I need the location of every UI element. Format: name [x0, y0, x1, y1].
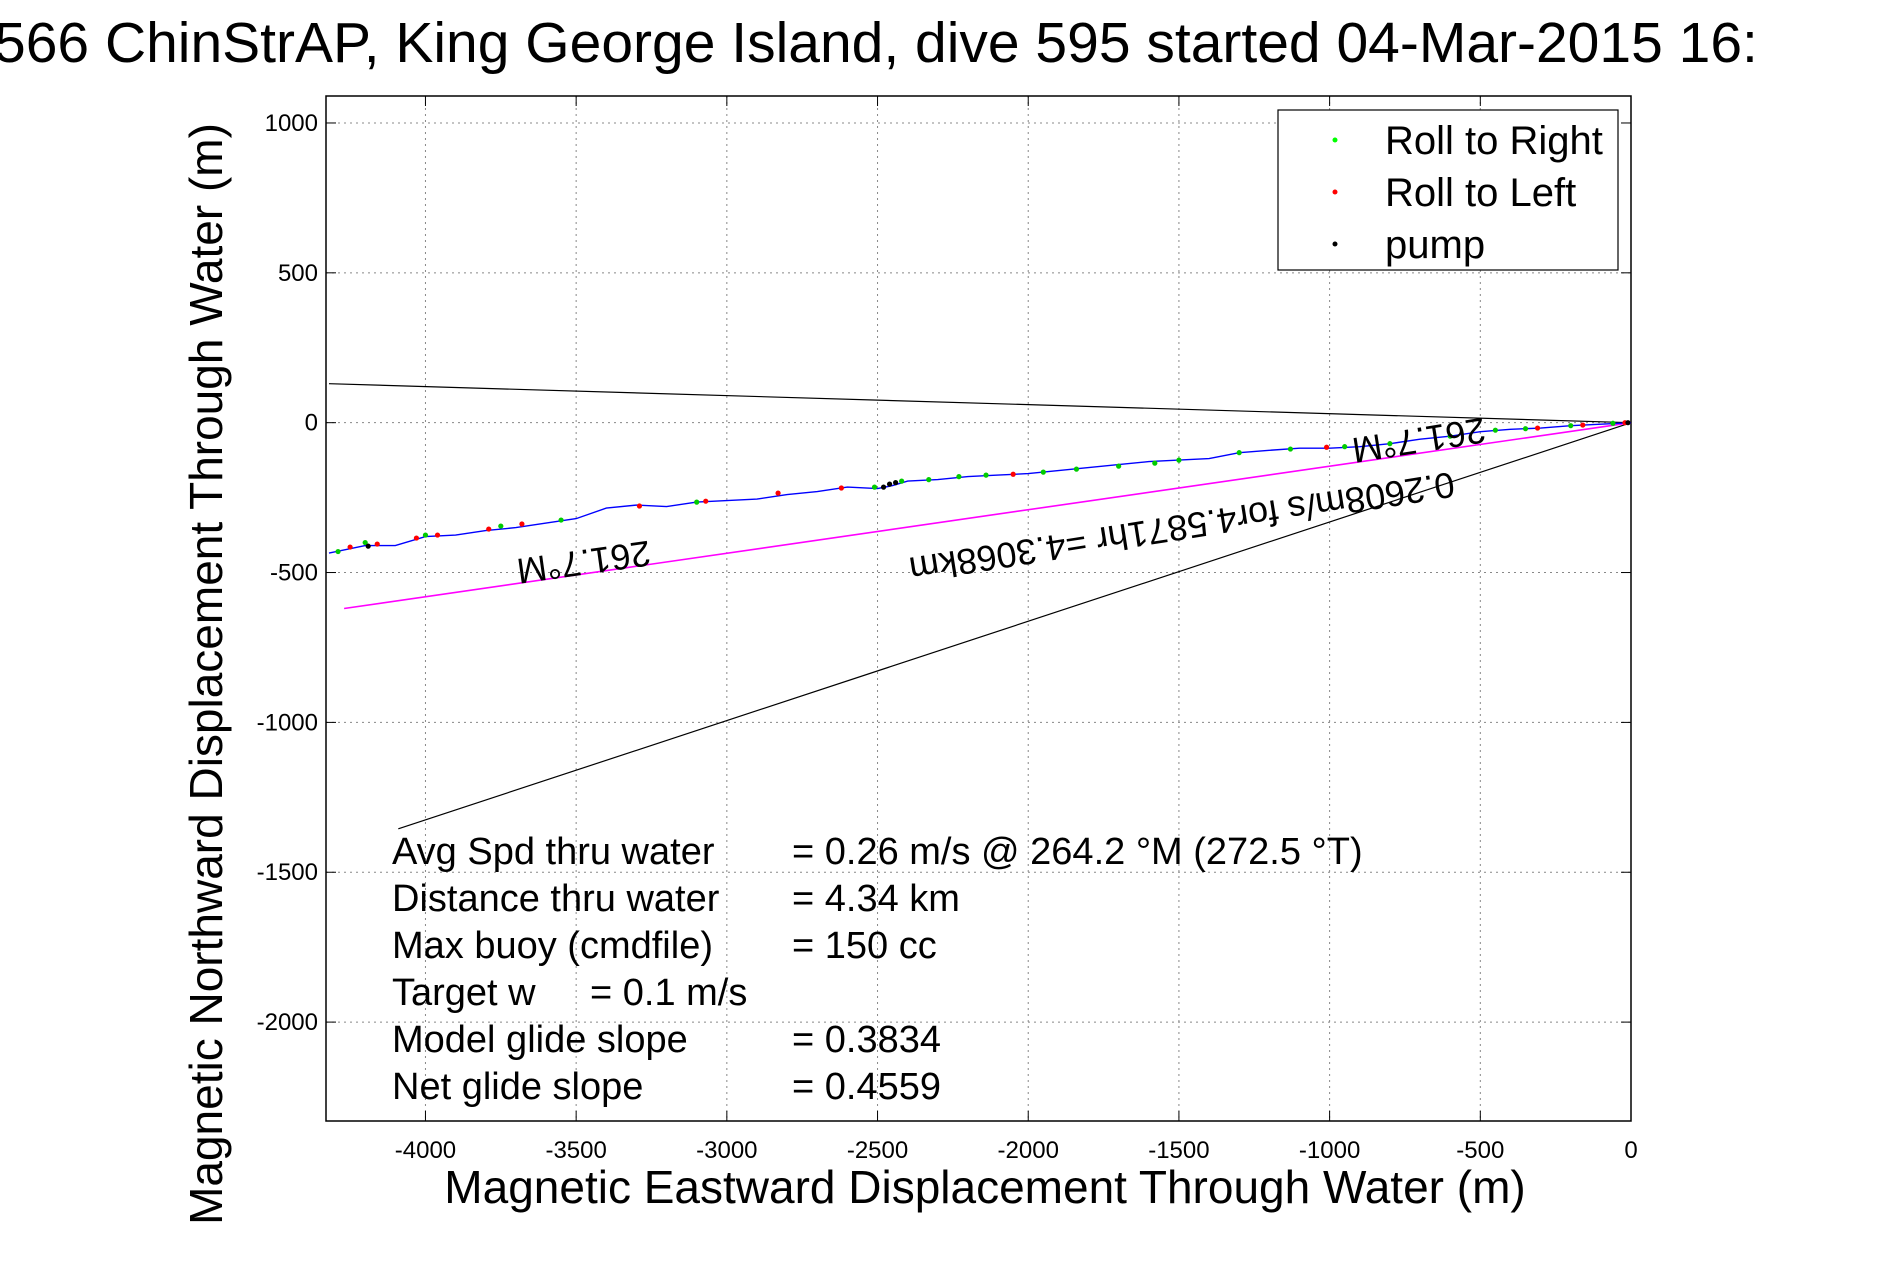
stat-label: Max buoy (cmdfile)	[392, 925, 713, 967]
roll-right-point	[1610, 420, 1616, 426]
roll-right-point	[1568, 423, 1574, 429]
roll-right-point	[926, 477, 932, 483]
stat-value: = 0.26 m/s @ 264.2 °M (272.5 °T)	[792, 831, 1363, 873]
y-tick-label: -2000	[257, 1009, 318, 1036]
x-axis-label: Magnetic Eastward Displacement Through W…	[444, 1161, 1525, 1213]
roll-right-point	[1387, 441, 1393, 447]
legend-marker	[1332, 137, 1338, 143]
roll-right-point	[983, 472, 989, 478]
y-tick-label: 1000	[265, 110, 318, 137]
stat-value: = 4.34 km	[792, 878, 960, 920]
stat-value: = 0.1 m/s	[590, 972, 747, 1014]
roll-left-point	[703, 498, 709, 504]
y-tick-label: -500	[270, 560, 318, 587]
pump-point	[893, 480, 899, 486]
roll-right-point	[694, 499, 700, 505]
x-tick-label: -1500	[1148, 1137, 1209, 1164]
x-tick-label: -1000	[1299, 1137, 1360, 1164]
stat-label: Model glide slope	[392, 1019, 688, 1061]
roll-left-point	[486, 526, 492, 532]
x-tick-label: -4000	[395, 1137, 456, 1164]
roll-right-point	[1073, 466, 1080, 472]
roll-left-point	[1534, 425, 1541, 431]
pump-point	[1625, 420, 1631, 426]
roll-left-point	[374, 541, 380, 547]
roll-right-point	[1152, 460, 1158, 466]
roll-left-point	[636, 503, 643, 509]
roll-right-point	[335, 548, 341, 555]
stat-label: Target w	[392, 972, 536, 1014]
y-tick-label: -1000	[257, 709, 318, 736]
y-axis-label: Magnetic Northward Displacement Through …	[180, 123, 232, 1225]
roll-right-point	[1116, 463, 1122, 469]
roll-right-point	[1342, 444, 1348, 450]
roll-right-point	[1492, 427, 1498, 433]
roll-right-point	[1236, 450, 1242, 456]
plot-frame	[325, 95, 1632, 1122]
roll-left-point	[519, 521, 525, 527]
stat-label: Net glide slope	[392, 1066, 643, 1108]
roll-right-point	[558, 517, 564, 523]
roll-left-point	[838, 485, 844, 491]
x-tick-label: -500	[1456, 1137, 1504, 1164]
pump-point	[886, 481, 893, 487]
roll-right-point	[1176, 457, 1182, 463]
y-tick-label: 0	[305, 410, 318, 437]
roll-left-point	[1324, 444, 1330, 450]
stat-label: Distance thru water	[392, 878, 720, 920]
x-tick-label: -3000	[696, 1137, 757, 1164]
reference-line	[398, 422, 1632, 830]
x-tick-label: 0	[1624, 1137, 1637, 1164]
stat-value: = 0.4559	[792, 1066, 941, 1108]
roll-right-point	[1040, 469, 1046, 475]
pump-point	[365, 543, 371, 549]
roll-left-point	[775, 490, 781, 496]
legend: Roll to Right Roll to Left pump	[1277, 109, 1619, 271]
current-vector-line	[343, 421, 1632, 610]
y-tick-label: 500	[278, 260, 318, 287]
legend-marker	[1332, 189, 1338, 195]
stat-value: = 150 cc	[792, 925, 937, 967]
stat-value: = 0.3834	[792, 1019, 941, 1061]
stat-label: Avg Spd thru water	[392, 831, 715, 873]
roll-left-point	[1010, 471, 1016, 477]
roll-left-point	[347, 544, 353, 550]
track-line	[328, 422, 1632, 554]
roll-right-point	[956, 474, 962, 480]
roll-right-point	[871, 484, 878, 490]
roll-right-point	[1287, 446, 1294, 452]
roll-right-point	[1447, 433, 1453, 439]
roll-right-point	[899, 478, 905, 484]
roll-left-point	[1580, 422, 1586, 428]
x-tick-label: -2000	[998, 1137, 1059, 1164]
legend-label: pump	[1385, 223, 1485, 267]
roll-right-point	[362, 539, 368, 546]
chart-title: 566 ChinStrAP, King George Island, dive …	[0, 11, 1758, 75]
roll-right-point	[422, 532, 429, 538]
roll-left-point	[413, 535, 420, 541]
legend-label: Roll to Left	[1385, 171, 1576, 215]
stats-block: Avg Spd thru water = 0.26 m/s @ 264.2 °M …	[392, 831, 1363, 1108]
legend-marker	[1332, 241, 1338, 247]
reference-line	[328, 383, 1632, 424]
pump-point	[880, 484, 887, 490]
roll-right-point	[498, 523, 504, 529]
x-tick-label: -2500	[847, 1137, 908, 1164]
roll-left-point	[434, 532, 441, 538]
x-tick-label: -3500	[545, 1137, 606, 1164]
legend-label: Roll to Right	[1385, 119, 1603, 163]
y-tick-label: -1500	[257, 859, 318, 886]
roll-right-point	[1522, 426, 1529, 432]
